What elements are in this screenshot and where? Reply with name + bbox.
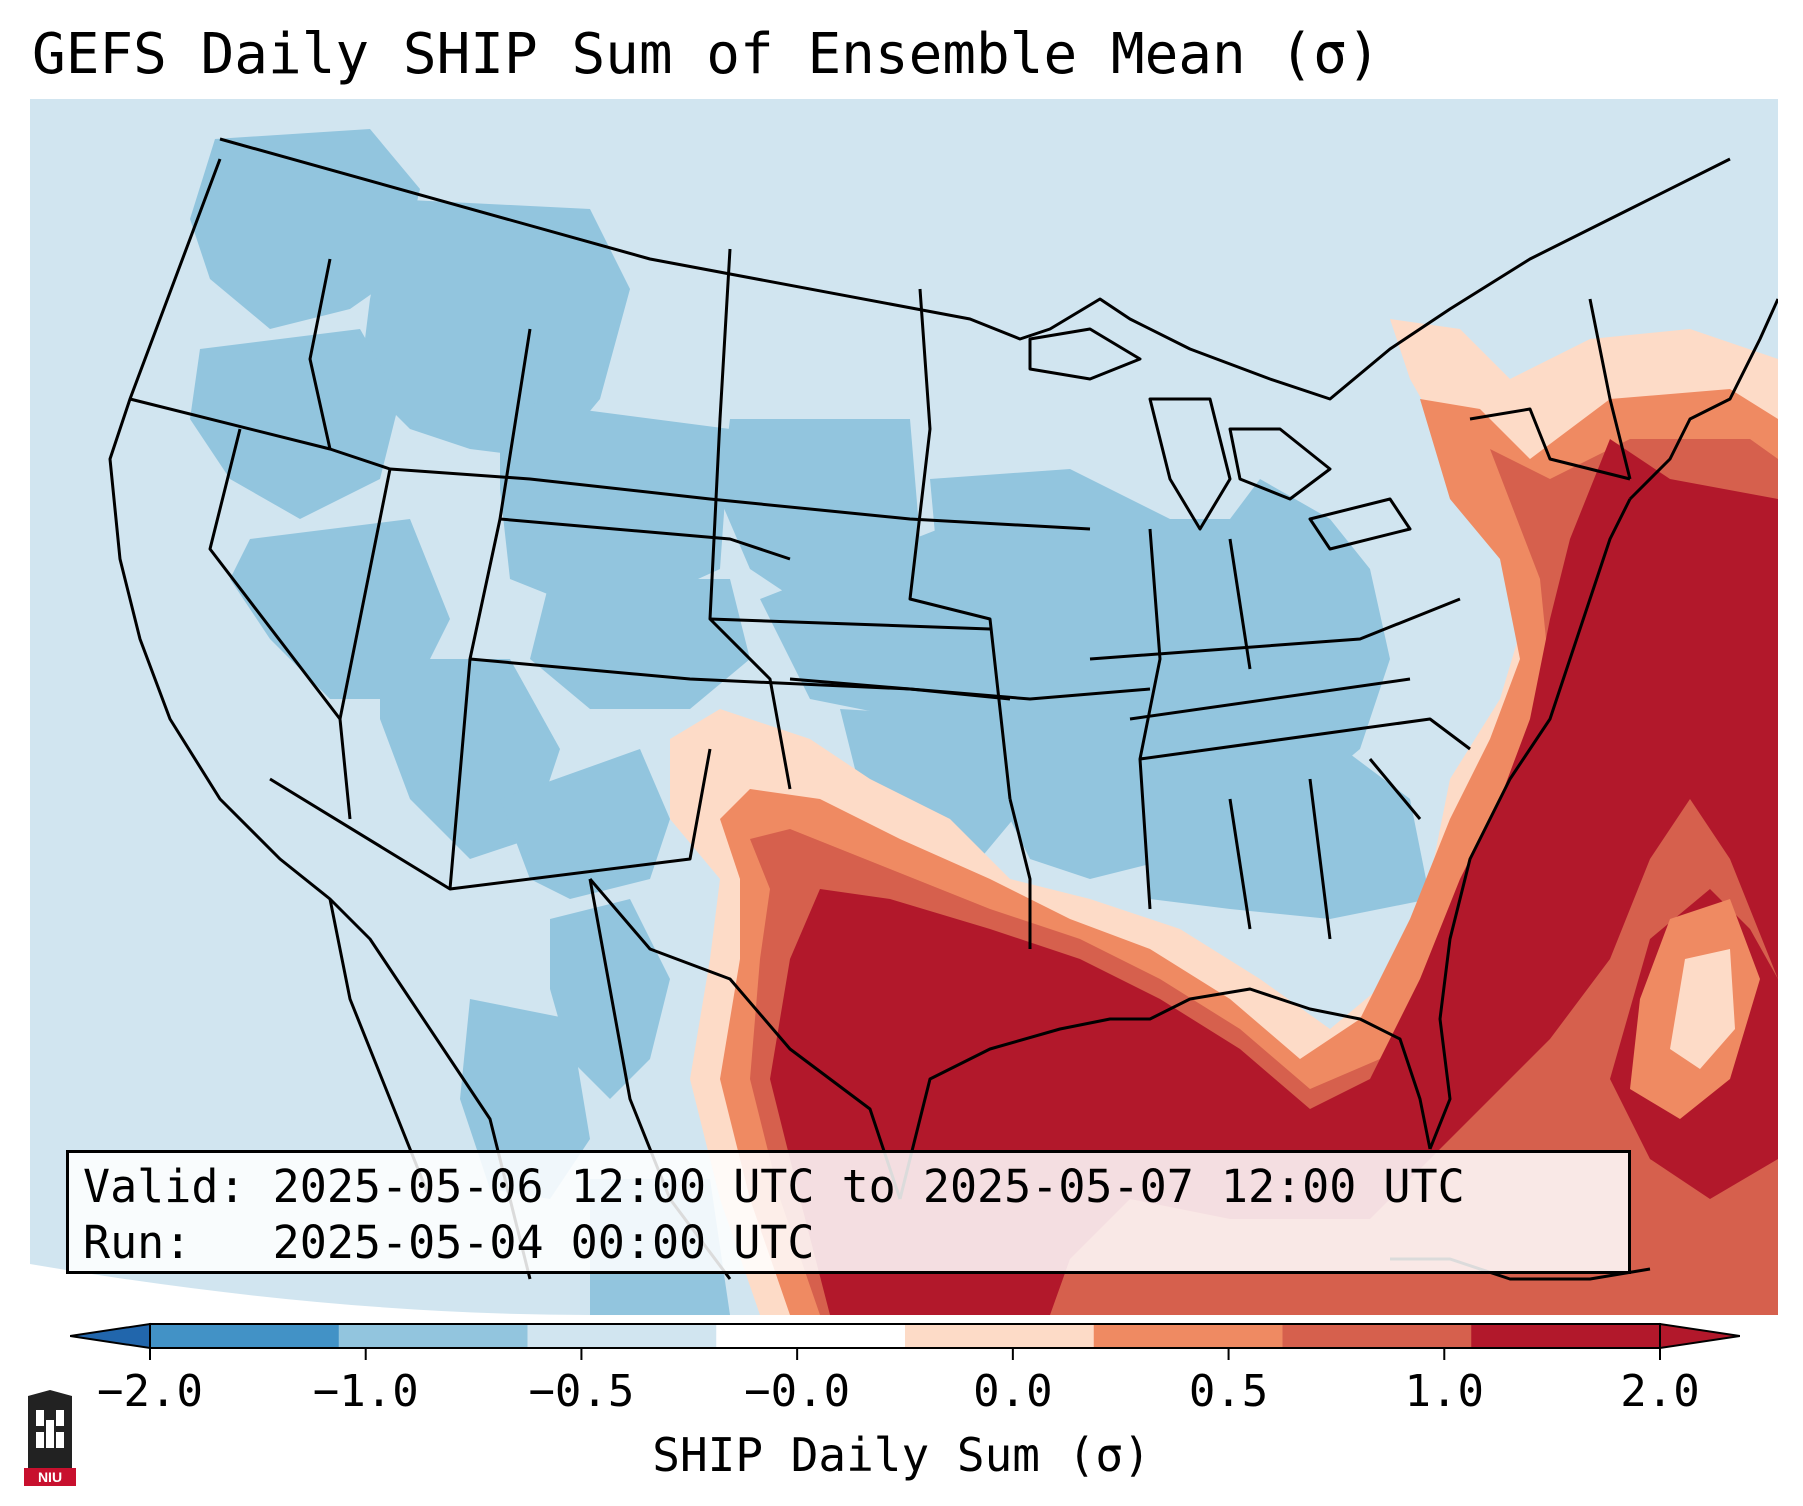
colorbar-tick-label: −1.0 (312, 1366, 419, 1417)
colorbar-segment (338, 1324, 528, 1348)
colorbar-tick-label: −0.0 (744, 1366, 851, 1417)
colorbar-tick-label: 0.5 (1188, 1366, 1269, 1417)
ocean-anomaly-core (1670, 949, 1735, 1069)
map-panel (30, 99, 1778, 1315)
validity-info-box: Valid: 2025-05-06 12:00 UTC to 2025-05-0… (66, 1150, 1631, 1274)
colorbar-extend-low (69, 1322, 151, 1350)
run-line: Run: 2025-05-04 00:00 UTC (83, 1216, 815, 1269)
logo-text: NIU (38, 1469, 62, 1485)
colorbar-extend-high (1659, 1322, 1741, 1350)
colorbar-tick-label: 0.0 (973, 1366, 1053, 1417)
colorbar-segment (527, 1324, 717, 1348)
map-title: GEFS Daily SHIP Sum of Ensemble Mean (σ) (32, 22, 1381, 87)
colorbar-segment (905, 1324, 1095, 1348)
colorbar (69, 1316, 1741, 1376)
colorbar-segment (1282, 1324, 1472, 1348)
colorbar-segment (1471, 1324, 1661, 1348)
colorbar-segment (716, 1324, 906, 1348)
colorbar-tick-label: −2.0 (97, 1366, 203, 1417)
colorbar-tick-label: 2.0 (1620, 1366, 1700, 1417)
valid-line: Valid: 2025-05-06 12:00 UTC to 2025-05-0… (83, 1160, 1465, 1213)
colorbar-label: SHIP Daily Sum (σ) (652, 1428, 1151, 1482)
niu-tower-icon: NIU (24, 1390, 76, 1486)
projection-edge (30, 1264, 590, 1315)
colorbar-svg (69, 1322, 1741, 1360)
boundaries (108, 137, 1778, 1281)
map-svg (30, 99, 1778, 1315)
colorbar-outline (149, 1323, 1661, 1349)
colorbar-tick-label: 1.0 (1404, 1366, 1485, 1417)
colorbar-segment (1093, 1324, 1283, 1348)
colorbar-segment (150, 1324, 340, 1348)
negative-anomaly-regions (190, 129, 1778, 1315)
colorbar-tick-label: −0.5 (528, 1366, 635, 1417)
niu-logo: NIU (20, 1390, 80, 1486)
